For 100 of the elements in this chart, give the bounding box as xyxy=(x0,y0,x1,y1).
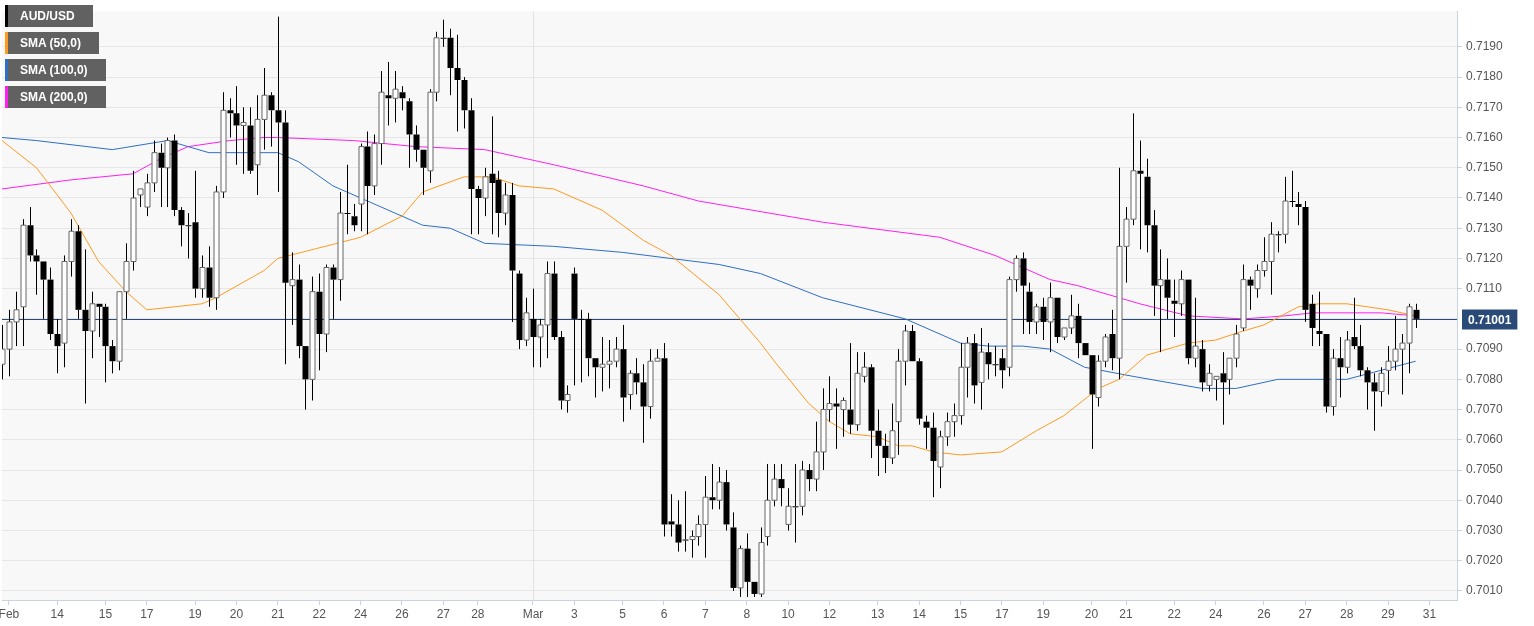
candlestick xyxy=(413,124,420,163)
candlestick xyxy=(620,324,627,423)
candlestick xyxy=(1289,170,1296,208)
y-tick-label: 0.7040 xyxy=(1466,492,1504,507)
candlestick xyxy=(206,245,213,308)
x-tick-label: 14 xyxy=(50,606,65,621)
candlestick xyxy=(233,85,240,166)
candlestick xyxy=(282,109,289,365)
x-tick-label: 19 xyxy=(188,606,203,621)
candlestick xyxy=(227,97,234,139)
candlestick xyxy=(454,34,461,132)
candlestick xyxy=(275,16,282,193)
y-tick-label: 0.7130 xyxy=(1466,220,1504,235)
candlestick xyxy=(351,203,358,232)
candlestick xyxy=(1144,158,1151,253)
y-tick-label: 0.7090 xyxy=(1466,341,1504,356)
x-tick-label: 14 xyxy=(912,606,927,621)
candlestick xyxy=(930,412,937,498)
candlestick xyxy=(971,333,978,405)
candlestick xyxy=(1247,276,1254,311)
candlestick xyxy=(1164,257,1171,320)
candlestick xyxy=(171,134,178,217)
x-tick-label: 12 xyxy=(822,606,837,621)
x-tick-label: 17 xyxy=(995,606,1009,621)
candlestick xyxy=(109,339,116,374)
y-tick-label: 0.7110 xyxy=(1466,280,1503,295)
x-tick-label: 27 xyxy=(436,606,451,621)
candlestick xyxy=(344,164,351,235)
x-tick-label: 20 xyxy=(1084,606,1099,621)
candlestick xyxy=(102,303,109,383)
y-tick-label: 0.7080 xyxy=(1466,371,1504,386)
x-tick-label: 26 xyxy=(395,606,409,621)
x-tick-label: Mar xyxy=(522,606,544,621)
x-tick-label: 5 xyxy=(619,606,627,621)
x-tick-label: 24 xyxy=(353,606,368,621)
candlestick xyxy=(868,363,875,459)
candlestick xyxy=(33,248,40,296)
y-tick-label: 0.7060 xyxy=(1466,432,1504,447)
candlestick xyxy=(558,330,565,411)
candlestick xyxy=(1109,309,1116,371)
x-tick-label: 22 xyxy=(1167,606,1182,621)
candlestick xyxy=(847,342,854,435)
candlestick xyxy=(316,273,323,371)
candlestick xyxy=(1151,209,1158,317)
y-tick-label: 0.7160 xyxy=(1466,129,1504,144)
y-tick-label: 0.7180 xyxy=(1466,69,1504,84)
x-tick-label: 10 xyxy=(781,606,796,621)
y-tick-label: 0.7050 xyxy=(1466,462,1504,477)
candlestick xyxy=(730,511,737,592)
x-tick-label: 15 xyxy=(953,606,968,621)
candlestick xyxy=(268,91,275,148)
x-tick-label: 3 xyxy=(571,606,578,621)
candlestick xyxy=(640,363,647,444)
y-tick-label: 0.7120 xyxy=(1466,250,1504,265)
x-tick-label: 8 xyxy=(743,606,751,621)
y-tick-label: 0.7170 xyxy=(1466,99,1504,114)
candlestick xyxy=(571,267,578,386)
candlestick xyxy=(916,357,923,426)
candlestick xyxy=(709,463,716,510)
candlestick xyxy=(406,97,413,169)
x-tick-label: 22 xyxy=(312,606,327,621)
candlestick xyxy=(47,267,54,341)
x-tick-label: 21 xyxy=(1119,606,1133,621)
y-tick-label: 0.7020 xyxy=(1466,553,1504,568)
candlestick xyxy=(1171,279,1178,338)
candlestick xyxy=(468,97,475,235)
candlestick xyxy=(1040,297,1047,341)
candlestick xyxy=(882,433,889,474)
x-tick-label: 26 xyxy=(1257,606,1271,621)
candlestick xyxy=(744,533,751,598)
x-tick-label: 27 xyxy=(1298,606,1313,621)
candlestick xyxy=(399,85,406,111)
legend-label: AUD/USD xyxy=(5,5,93,27)
candlestick xyxy=(509,182,516,323)
candlestick xyxy=(923,415,930,450)
candlestick xyxy=(1275,230,1282,253)
candlestick xyxy=(1351,297,1358,350)
legend-label: SMA (100,0) xyxy=(5,59,106,81)
candlestick xyxy=(1364,366,1371,411)
legend-label: SMA (200,0) xyxy=(5,86,106,108)
candlestick xyxy=(723,469,730,531)
y-tick-label: 0.7010 xyxy=(1466,583,1504,598)
x-tick-label: 28 xyxy=(1339,606,1354,621)
candlestick xyxy=(530,288,537,368)
x-tick-label: 17 xyxy=(140,606,154,621)
candlestick xyxy=(178,206,185,247)
candlestick xyxy=(296,263,303,359)
y-tick-label: 0.7070 xyxy=(1466,401,1504,416)
y-tick-label: 0.7140 xyxy=(1466,190,1504,205)
y-tick-label: 0.7030 xyxy=(1466,522,1504,537)
candlestick xyxy=(330,263,337,320)
candlestick xyxy=(1137,140,1144,250)
x-tick-label: 28 xyxy=(471,606,485,621)
candlestick xyxy=(875,409,882,477)
candlestick xyxy=(985,342,992,380)
candlestick xyxy=(792,463,799,544)
x-tick-label: 19 xyxy=(1036,606,1051,621)
x-tick-label: Feb xyxy=(0,606,20,621)
candlestick xyxy=(1020,251,1027,335)
candlestick xyxy=(475,185,482,235)
